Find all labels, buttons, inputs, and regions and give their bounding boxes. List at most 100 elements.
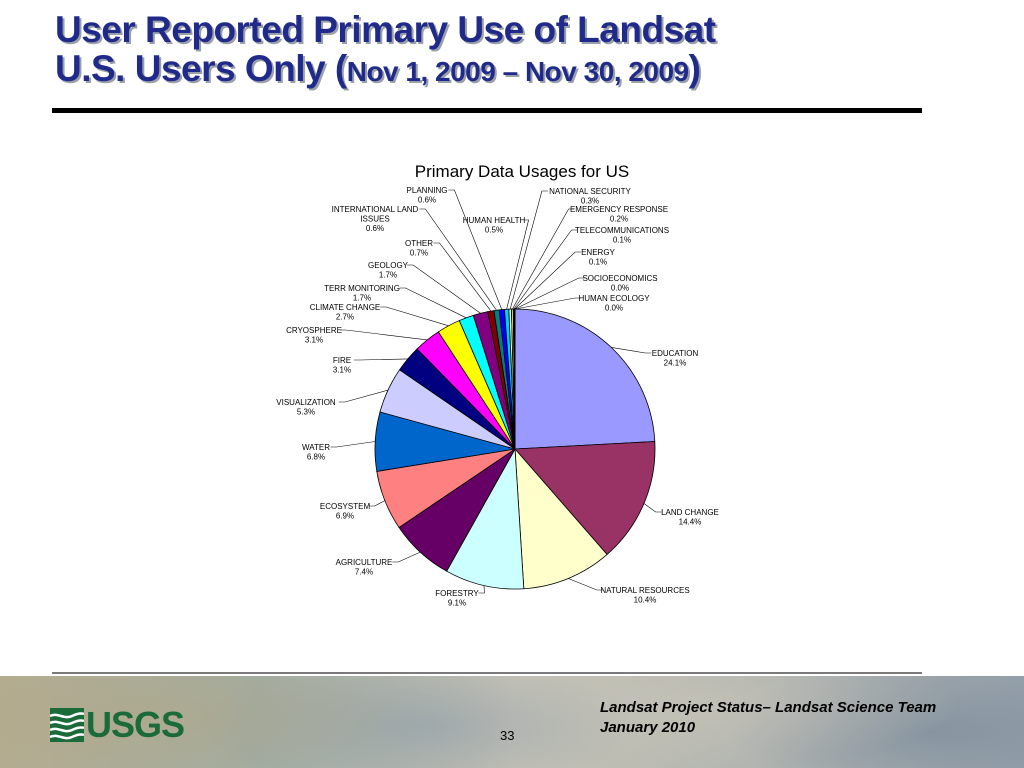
footer-divider [52,672,922,674]
leader-line [368,500,386,507]
footer-imagery-overlay [0,676,1024,768]
slice-label-percent: 0.7% [410,249,428,258]
footer-banner: USGS 33 Landsat Project Status– Landsat … [0,676,1024,768]
leader-line [354,358,408,361]
pie-slice-education [514,308,656,450]
title-divider [52,108,922,113]
slice-label-name: FIRE [333,356,351,365]
leader-line [407,264,481,314]
leader-line [514,297,582,310]
slice-label-name: ECOSYSTEM [320,502,371,511]
slice-label-percent: 0.0% [611,284,629,293]
slice-label-name: INTERNATIONAL LAND [332,205,419,214]
pie-slice-forestry [446,447,525,590]
slice-label-name: TERR MONITORING [324,284,400,293]
leader-line [643,503,662,513]
slice-label-percent: 0.0% [605,304,623,313]
slice-label-percent: 0.6% [418,196,436,205]
pie-chart: Primary Data Usages for US EDUCATION24.1… [276,162,719,608]
title-close-paren: ) [688,48,701,89]
slide-title: User Reported Primary Use of Landsat U.S… [55,10,935,91]
pie-slices [374,308,656,590]
usgs-wave-icon [50,708,84,742]
slice-label-name: CRYOSPHERE [286,326,342,335]
leader-line [330,441,376,448]
leader-line [514,277,585,310]
slice-label-name: PLANNING [407,186,448,195]
slice-label-percent: 10.4% [634,596,657,605]
slice-label-name: EDUCATION [652,349,699,358]
footer-caption: Landsat Project Status– Landsat Science … [600,698,936,738]
leader-line [392,551,421,563]
slice-label-percent: 24.1% [664,359,687,368]
leader-line [506,219,529,310]
slice-label-name: EMERGENCY RESPONSE [570,205,668,214]
leader-line [512,208,575,310]
chart-title: Primary Data Usages for US [415,162,629,181]
leader-line [419,208,497,311]
slice-label-percent: 3.1% [305,336,323,345]
pie-slice-natural-resources [514,447,608,590]
leader-line [611,347,652,354]
leader-line [509,190,548,310]
footer-line-1: Landsat Project Status– Landsat Science … [600,699,937,716]
leader-lines [330,189,662,594]
slice-label-percent: 0.6% [366,224,384,233]
slice-label-name: ENERGY [581,248,615,257]
usgs-logo: USGS [50,704,185,746]
slice-label-name: SOCIOECONOMICS [582,274,657,283]
slice-label-name: HUMAN HEALTH [463,216,526,225]
slice-label-percent: 1.7% [353,294,371,303]
slice-label-percent: 6.9% [336,512,354,521]
slice-label-percent: 5.3% [297,408,315,417]
pie-slice-land-change [514,441,656,556]
slice-label-percent: 0.5% [485,226,503,235]
slice-label-percent: 7.4% [355,568,373,577]
slice-label-name: TELECOMMUNICATIONS [575,226,669,235]
title-line-2: U.S. Users Only (Nov 1, 2009 – Nov 30, 2… [55,49,935,91]
slice-label-name: AGRICULTURE [336,558,393,567]
slice-label-percent: 0.3% [581,197,599,206]
leader-line [399,287,467,319]
slice-label-name: WATER [302,443,330,452]
title-line-2-main: U.S. Users Only ( [55,48,347,89]
title-date-range: Nov 1, 2009 – Nov 30, 2009 [346,56,689,87]
slice-label-name: CLIMATE CHANGE [310,303,381,312]
footer-line-2: January 2010 [600,719,696,736]
leader-line [513,229,578,310]
slice-label-percent: 9.1% [448,599,466,608]
slice-label-percent: 1.7% [379,271,397,280]
slice-label-percent: 0.1% [589,258,607,267]
leader-line [380,306,449,327]
leader-line [568,578,603,591]
usgs-logo-text: USGS [86,704,185,745]
page-number: 33 [500,728,515,743]
slice-label-percent: 14.4% [679,518,702,527]
slice-label-name: NATURAL RESOURCES [600,586,689,595]
leader-line [514,251,582,310]
slice-label-name: GEOLOGY [368,261,409,270]
slice-label-name: VISUALIZATION [276,398,336,407]
slice-label-name: ISSUES [360,215,389,224]
slice-label-name: NATIONAL SECURITY [549,187,631,196]
